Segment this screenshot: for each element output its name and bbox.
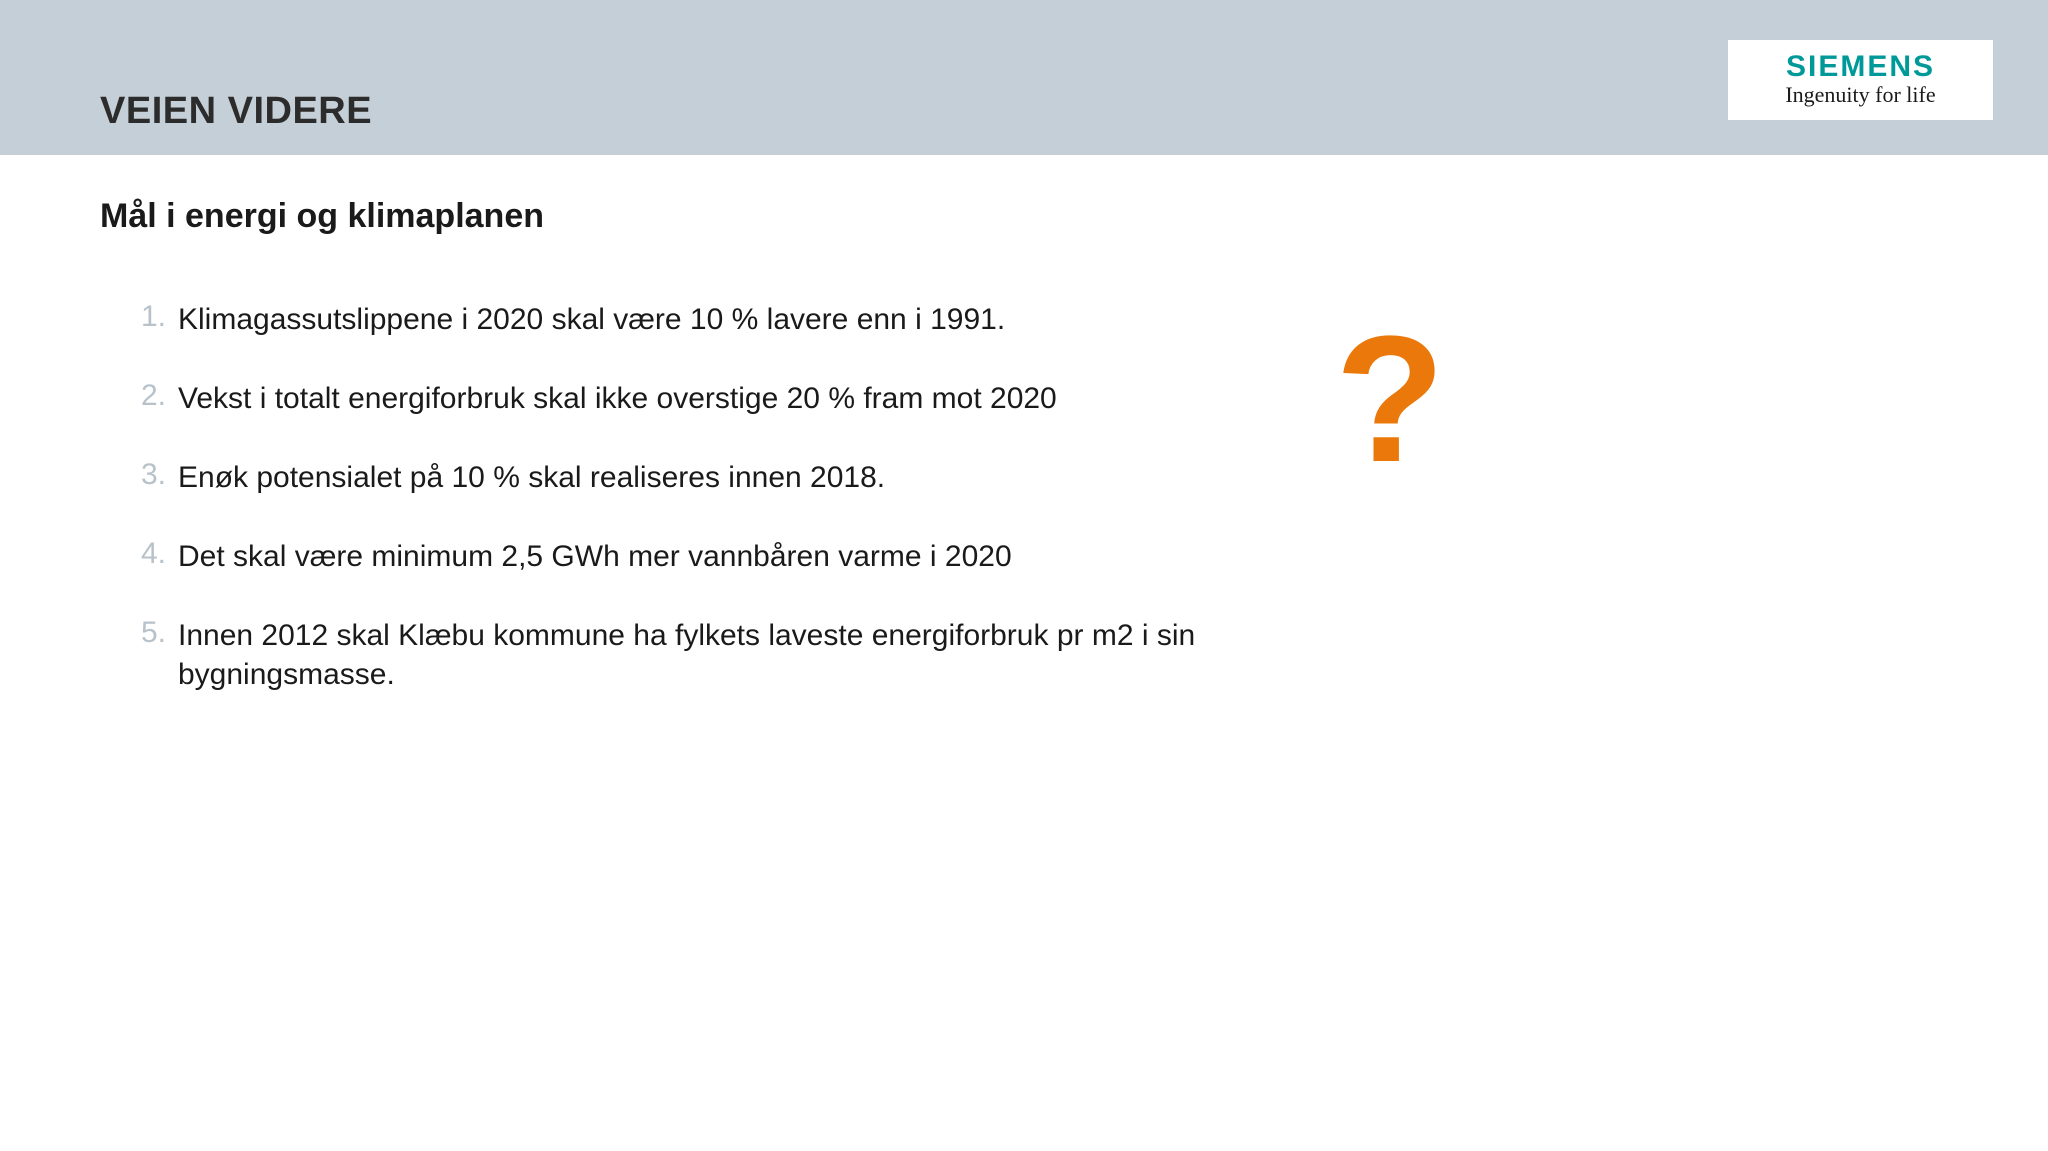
logo-tagline: Ingenuity for life xyxy=(1785,82,1935,108)
slide-title: VEIEN VIDERE xyxy=(100,90,372,133)
list-text: Klimagassutslippene i 2020 skal være 10 … xyxy=(178,300,1005,339)
list-text: Det skal være minimum 2,5 GWh mer vannbå… xyxy=(178,537,1012,576)
list-number: 3. xyxy=(130,458,178,492)
list-item: 4. Det skal være minimum 2,5 GWh mer van… xyxy=(130,537,1220,576)
goal-list: 1. Klimagassutslippene i 2020 skal være … xyxy=(130,260,1220,694)
list-item: 1. Klimagassutslippene i 2020 skal være … xyxy=(130,300,1220,339)
question-mark-icon: ? xyxy=(1335,310,1445,490)
slide: VEIEN VIDERE SIEMENS Ingenuity for life … xyxy=(0,0,2048,1151)
list-number: 4. xyxy=(130,537,178,571)
list-text: Enøk potensialet på 10 % skal realiseres… xyxy=(178,458,885,497)
list-number: 5. xyxy=(130,616,178,650)
list-item: 3. Enøk potensialet på 10 % skal realise… xyxy=(130,458,1220,497)
list-number: 1. xyxy=(130,300,178,334)
list-item: 2. Vekst i totalt energiforbruk skal ikk… xyxy=(130,379,1220,418)
list-text: Vekst i totalt energiforbruk skal ikke o… xyxy=(178,379,1057,418)
logo-brand: SIEMENS xyxy=(1786,52,1935,82)
list-number: 2. xyxy=(130,379,178,413)
list-item: 5. Innen 2012 skal Klæbu kommune ha fylk… xyxy=(130,616,1220,694)
subtitle: Mål i energi og klimaplanen xyxy=(100,197,544,236)
logo-box: SIEMENS Ingenuity for life xyxy=(1728,40,1993,120)
list-text: Innen 2012 skal Klæbu kommune ha fylkets… xyxy=(178,616,1220,694)
